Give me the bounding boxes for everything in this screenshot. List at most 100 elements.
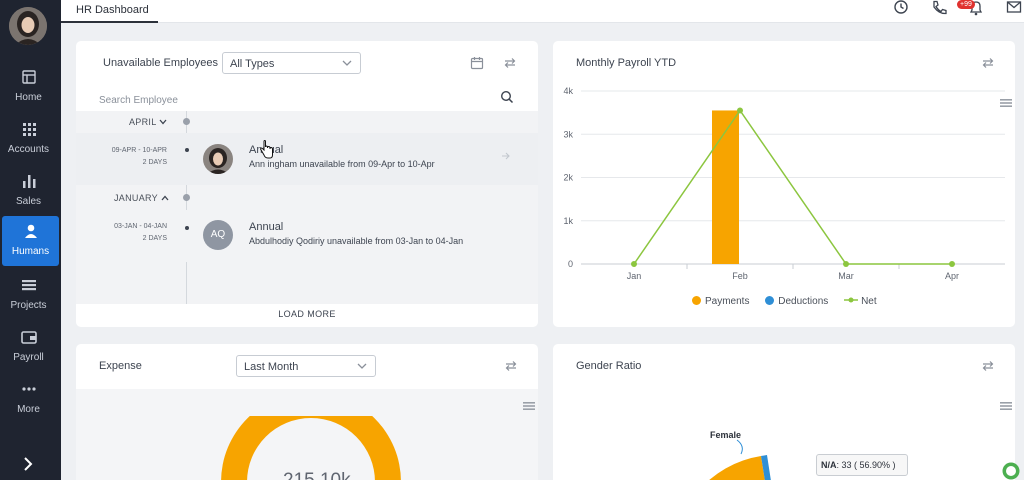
sidebar-item-accounts[interactable]: Accounts: [0, 114, 57, 162]
card-title: Monthly Payroll YTD: [576, 57, 677, 69]
monthly-payroll-card: Monthly Payroll YTD 0 1k 2k 3k 4k Jan Feb Mar Ap…: [553, 41, 1015, 327]
payroll-chart: 0 1k 2k 3k 4k Jan Feb Mar Apr: [563, 86, 1005, 281]
chevron-up-icon: [161, 195, 169, 201]
sidebar-item-label: More: [17, 404, 40, 415]
sidebar-item-more[interactable]: More: [0, 374, 57, 422]
chevron-down-icon: [159, 119, 167, 125]
gender-ratio-card: Gender Ratio Female N/A: 33 ( 56.90% ): [553, 344, 1015, 480]
timeline-dot: [185, 226, 189, 230]
female-label-connector: [736, 439, 743, 455]
sidebar-item-payroll[interactable]: Payroll: [0, 322, 57, 370]
month-header-january[interactable]: JANUARY: [114, 193, 169, 203]
home-icon: [21, 70, 36, 84]
expense-card: Expense Last Month 215.10k: [76, 344, 538, 480]
legend-label: Deductions: [778, 296, 829, 307]
more-dots-icon: [21, 387, 36, 391]
phone-icon[interactable]: [931, 0, 947, 16]
card-title: Gender Ratio: [576, 360, 642, 372]
net-point: [843, 261, 849, 267]
sidebar-item-label: Home: [15, 92, 42, 103]
expense-donut-slice[interactable]: [221, 416, 401, 480]
chat-bubble-icon[interactable]: [1001, 462, 1021, 480]
list-item[interactable]: 03-JAN - 04-JAN 2 DAYS AQ Annual Abdulho…: [76, 210, 538, 262]
type-filter-value: All Types: [230, 58, 275, 70]
leave-type: Annual: [249, 221, 284, 233]
chevron-down-icon: [357, 363, 367, 369]
month-header-april[interactable]: APRIL: [129, 117, 167, 127]
type-filter-select[interactable]: All Types: [222, 52, 361, 74]
sidebar-item-projects[interactable]: Projects: [0, 270, 57, 318]
calendar-icon[interactable]: [470, 56, 484, 70]
search-employee-input[interactable]: Search Employee: [99, 95, 178, 106]
sidebar-item-sales[interactable]: Sales: [0, 166, 57, 214]
person-icon: [24, 224, 37, 238]
load-more-button[interactable]: LOAD MORE: [278, 309, 336, 319]
gender-slice-female[interactable]: [761, 455, 773, 480]
legend-label: Payments: [705, 296, 750, 307]
day-count: 2 DAYS: [142, 235, 167, 242]
date-range: 09-APR - 10-APR: [111, 147, 167, 154]
legend-payments[interactable]: Payments: [692, 296, 749, 307]
wallet-icon: [20, 331, 37, 344]
leave-description: Abdulhodiy Qodiriy unavailable from 03-J…: [249, 236, 464, 246]
sidebar-item-label: Payroll: [13, 352, 44, 363]
sidebar: Home Accounts Sales Humans Projects Payr…: [0, 0, 61, 480]
day-count: 2 DAYS: [142, 159, 167, 166]
legend-net[interactable]: Net: [844, 296, 877, 307]
female-label: Female: [710, 430, 742, 440]
legend-swatch: [692, 296, 701, 305]
card-title: Unavailable Employees: [103, 57, 218, 69]
grid-icon: [22, 123, 36, 136]
x-tick-label: Jan: [627, 271, 642, 281]
refresh-icon[interactable]: [504, 359, 518, 373]
bar-chart-icon: [22, 175, 35, 188]
card-title: Expense: [99, 360, 142, 372]
list-item[interactable]: 09-APR - 10-APR 2 DAYS Annual Ann ingham…: [76, 133, 538, 185]
month-label: JANUARY: [114, 193, 158, 203]
hand-cursor-icon: [259, 140, 273, 159]
expense-donut: [221, 416, 401, 480]
clock-icon[interactable]: [893, 0, 909, 16]
timeline-line: [186, 111, 187, 304]
date-range: 03-JAN - 04-JAN: [114, 223, 167, 230]
bar-payments: [712, 110, 739, 265]
legend-swatch: [844, 297, 859, 303]
sidebar-item-humans[interactable]: Humans: [2, 216, 59, 266]
refresh-icon[interactable]: [981, 359, 995, 373]
period-filter-select[interactable]: Last Month: [236, 355, 376, 377]
chart-menu-icon[interactable]: [523, 401, 535, 411]
chart-menu-icon[interactable]: [1000, 98, 1012, 108]
x-tick-label: Feb: [732, 271, 748, 281]
chevron-down-icon: [342, 60, 352, 66]
sidebar-item-label: Sales: [15, 196, 41, 207]
legend-deductions[interactable]: Deductions: [765, 296, 828, 307]
tooltip-key: N/A: [821, 460, 837, 470]
arrow-right-icon[interactable]: [501, 152, 511, 160]
expand-sidebar-chevron-icon[interactable]: [20, 456, 36, 472]
period-filter-value: Last Month: [244, 361, 299, 373]
tab-hr-dashboard[interactable]: HR Dashboard: [61, 0, 158, 23]
refresh-icon[interactable]: [503, 56, 517, 70]
leave-description: Ann ingham unavailable from 09-Apr to 10…: [249, 159, 435, 169]
timeline-dot: [185, 148, 189, 152]
net-line: [633, 109, 952, 265]
sidebar-item-home[interactable]: Home: [0, 62, 57, 110]
employee-avatar-initials: AQ: [203, 220, 233, 250]
refresh-icon[interactable]: [981, 56, 995, 70]
search-icon[interactable]: [500, 90, 514, 104]
sidebar-item-label: Projects: [10, 300, 47, 311]
gender-slice-na[interactable]: [695, 456, 767, 480]
legend-label: Net: [861, 296, 877, 307]
net-point: [949, 261, 955, 267]
net-point: [631, 261, 637, 267]
expense-total: 215.10k: [283, 470, 351, 480]
unavailable-employees-card: Unavailable Employees All Types Search E…: [76, 41, 538, 327]
user-avatar[interactable]: [9, 7, 47, 45]
tooltip-value: : 33 ( 56.90% ): [836, 460, 896, 470]
mail-icon[interactable]: [1006, 0, 1022, 16]
expense-chart-area: [76, 389, 538, 480]
x-tick-label: Mar: [838, 271, 854, 281]
x-tick-label: Apr: [945, 271, 959, 281]
sidebar-item-label: Accounts: [7, 144, 50, 155]
chart-menu-icon[interactable]: [1000, 401, 1012, 411]
